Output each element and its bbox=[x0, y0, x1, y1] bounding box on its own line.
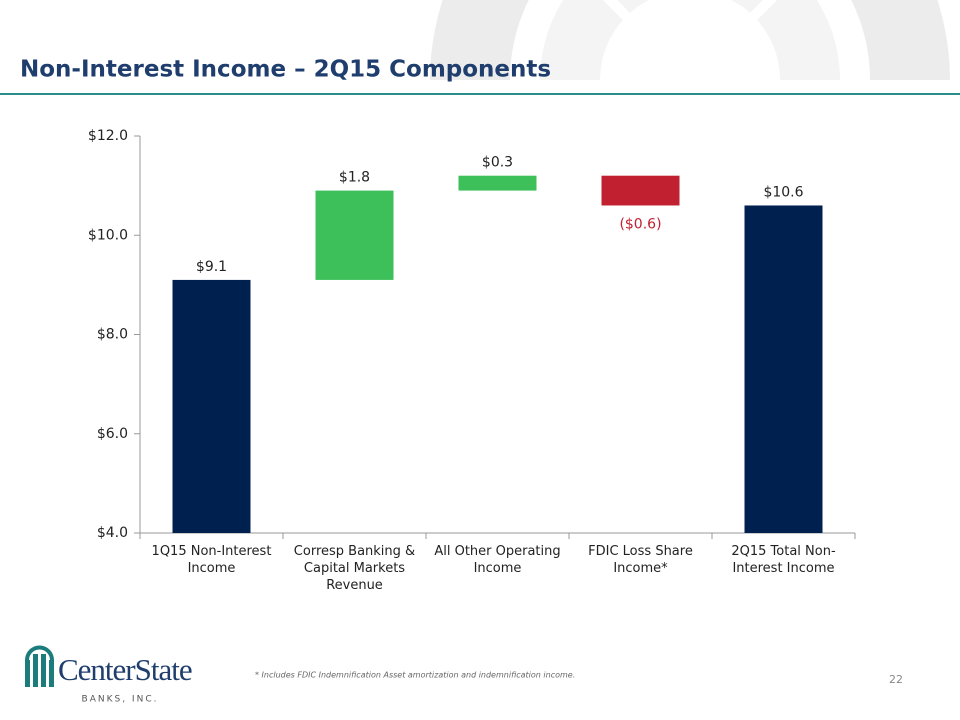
decor-spokes bbox=[602, 0, 778, 84]
data-label: $9.1 bbox=[196, 259, 227, 275]
footnote: * Includes FDIC Indemnification Asset am… bbox=[255, 671, 575, 680]
y-tick-label: $8.0 bbox=[97, 327, 128, 343]
data-label: ($0.6) bbox=[619, 216, 661, 232]
page-number: 22 bbox=[889, 673, 903, 686]
logo-subtext: BANKS, INC. bbox=[82, 695, 159, 705]
decor-wheel bbox=[430, 0, 950, 80]
bar bbox=[172, 279, 251, 533]
x-tick-label: All Other Operating Income bbox=[434, 544, 561, 576]
data-label: $0.3 bbox=[482, 155, 513, 171]
data-label: $10.6 bbox=[763, 184, 803, 200]
logo-icon bbox=[25, 645, 54, 687]
data-label: $1.8 bbox=[339, 170, 370, 186]
bar bbox=[458, 175, 537, 191]
slide-title: Non-Interest Income – 2Q15 Components bbox=[20, 57, 551, 83]
y-tick-label: $6.0 bbox=[97, 426, 128, 442]
x-tick-label: 2Q15 Total Non-Interest Income bbox=[731, 544, 836, 576]
x-tick-label: 1Q15 Non-Interest Income bbox=[151, 544, 272, 576]
logo-text: CenterState bbox=[58, 652, 192, 687]
y-tick-label: $12.0 bbox=[88, 128, 128, 144]
x-tick-label: Corresp Banking & Capital Markets Revenu… bbox=[293, 544, 416, 593]
bar bbox=[601, 175, 680, 206]
bar bbox=[744, 205, 823, 533]
bar bbox=[315, 190, 394, 280]
y-tick-label: $4.0 bbox=[97, 525, 128, 541]
y-tick-label: $10.0 bbox=[88, 227, 128, 243]
x-tick-label: FDIC Loss Share Income* bbox=[588, 544, 693, 576]
